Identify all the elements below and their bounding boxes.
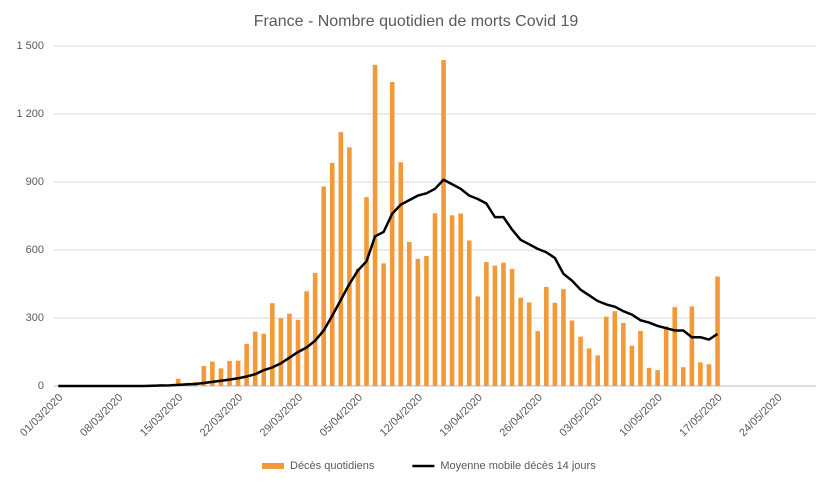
x-tick-label: 29/03/2020 — [258, 392, 305, 439]
x-tick-label: 01/03/2020 — [18, 392, 65, 439]
bar — [646, 367, 652, 386]
bar — [689, 306, 695, 386]
bar — [706, 364, 712, 386]
bar — [561, 289, 566, 386]
bar — [389, 82, 395, 386]
bar — [458, 213, 463, 386]
chart-title: France - Nombre quotidien de morts Covid… — [254, 13, 579, 30]
x-tick-label: 24/05/2020 — [737, 392, 784, 439]
legend-label: Décès quotidiens — [290, 460, 375, 472]
bar — [578, 336, 583, 386]
bar — [287, 313, 292, 386]
x-tick-label: 12/04/2020 — [378, 392, 425, 439]
x-tick-label: 22/03/2020 — [198, 392, 245, 439]
bar — [441, 60, 446, 386]
bar — [252, 331, 258, 386]
y-tick-label: 1 500 — [16, 40, 44, 52]
line — [58, 178, 719, 388]
bar — [544, 286, 549, 386]
bar — [655, 370, 660, 386]
bar — [492, 265, 498, 386]
y-tick-label: 600 — [26, 244, 44, 256]
bar — [364, 197, 369, 386]
bar — [304, 291, 309, 386]
bar — [210, 361, 215, 386]
bar — [595, 355, 600, 386]
bar — [466, 240, 472, 386]
bar — [347, 147, 352, 386]
x-tick-label: 15/03/2020 — [138, 392, 185, 439]
bar — [672, 307, 678, 386]
bar — [312, 272, 318, 386]
bar — [338, 132, 344, 386]
y-tick-label: 300 — [26, 312, 44, 324]
bar — [381, 263, 386, 386]
bar — [586, 348, 592, 386]
bar — [501, 262, 506, 386]
bar — [227, 361, 232, 386]
x-tick-label: 10/05/2020 — [617, 392, 664, 439]
x-tick-label: 26/04/2020 — [497, 392, 544, 439]
bar — [355, 268, 361, 386]
bar — [278, 318, 284, 386]
bar — [449, 215, 455, 386]
bar — [621, 322, 626, 386]
bar — [612, 311, 618, 386]
bar — [407, 242, 412, 386]
y-tick-label: 900 — [26, 176, 44, 188]
bar — [372, 64, 378, 387]
bar — [201, 366, 207, 386]
bar — [218, 368, 224, 386]
bar — [244, 343, 249, 386]
bar — [518, 297, 523, 386]
bar — [270, 303, 275, 386]
bar — [175, 378, 181, 386]
bar — [680, 367, 686, 386]
bar — [261, 333, 267, 386]
bar — [663, 326, 669, 386]
bar — [629, 345, 635, 386]
bar — [569, 320, 575, 386]
legend-label: Moyenne mobile décès 14 jours — [440, 460, 596, 472]
bar — [475, 296, 481, 386]
x-tick-label: 05/04/2020 — [318, 392, 365, 439]
y-tick-label: 1 200 — [16, 108, 44, 120]
bar — [235, 360, 241, 386]
bar — [603, 316, 609, 386]
x-tick-label: 17/05/2020 — [677, 392, 724, 439]
bar — [321, 186, 326, 386]
bar — [415, 258, 421, 386]
x-tick-label: 19/04/2020 — [438, 392, 485, 439]
bar — [424, 255, 429, 386]
bar — [535, 331, 541, 386]
bar — [715, 276, 720, 386]
bar — [329, 162, 335, 386]
bar — [484, 262, 489, 386]
legend-swatch — [262, 463, 284, 469]
bar — [552, 302, 558, 386]
bar — [398, 162, 404, 386]
y-tick-label: 0 — [38, 380, 44, 392]
bar — [526, 302, 532, 386]
bar — [698, 362, 703, 386]
x-tick-label: 08/03/2020 — [78, 392, 125, 439]
bar — [432, 213, 438, 386]
x-tick-label: 03/05/2020 — [557, 392, 604, 439]
bar — [509, 269, 515, 386]
bar — [638, 330, 643, 386]
